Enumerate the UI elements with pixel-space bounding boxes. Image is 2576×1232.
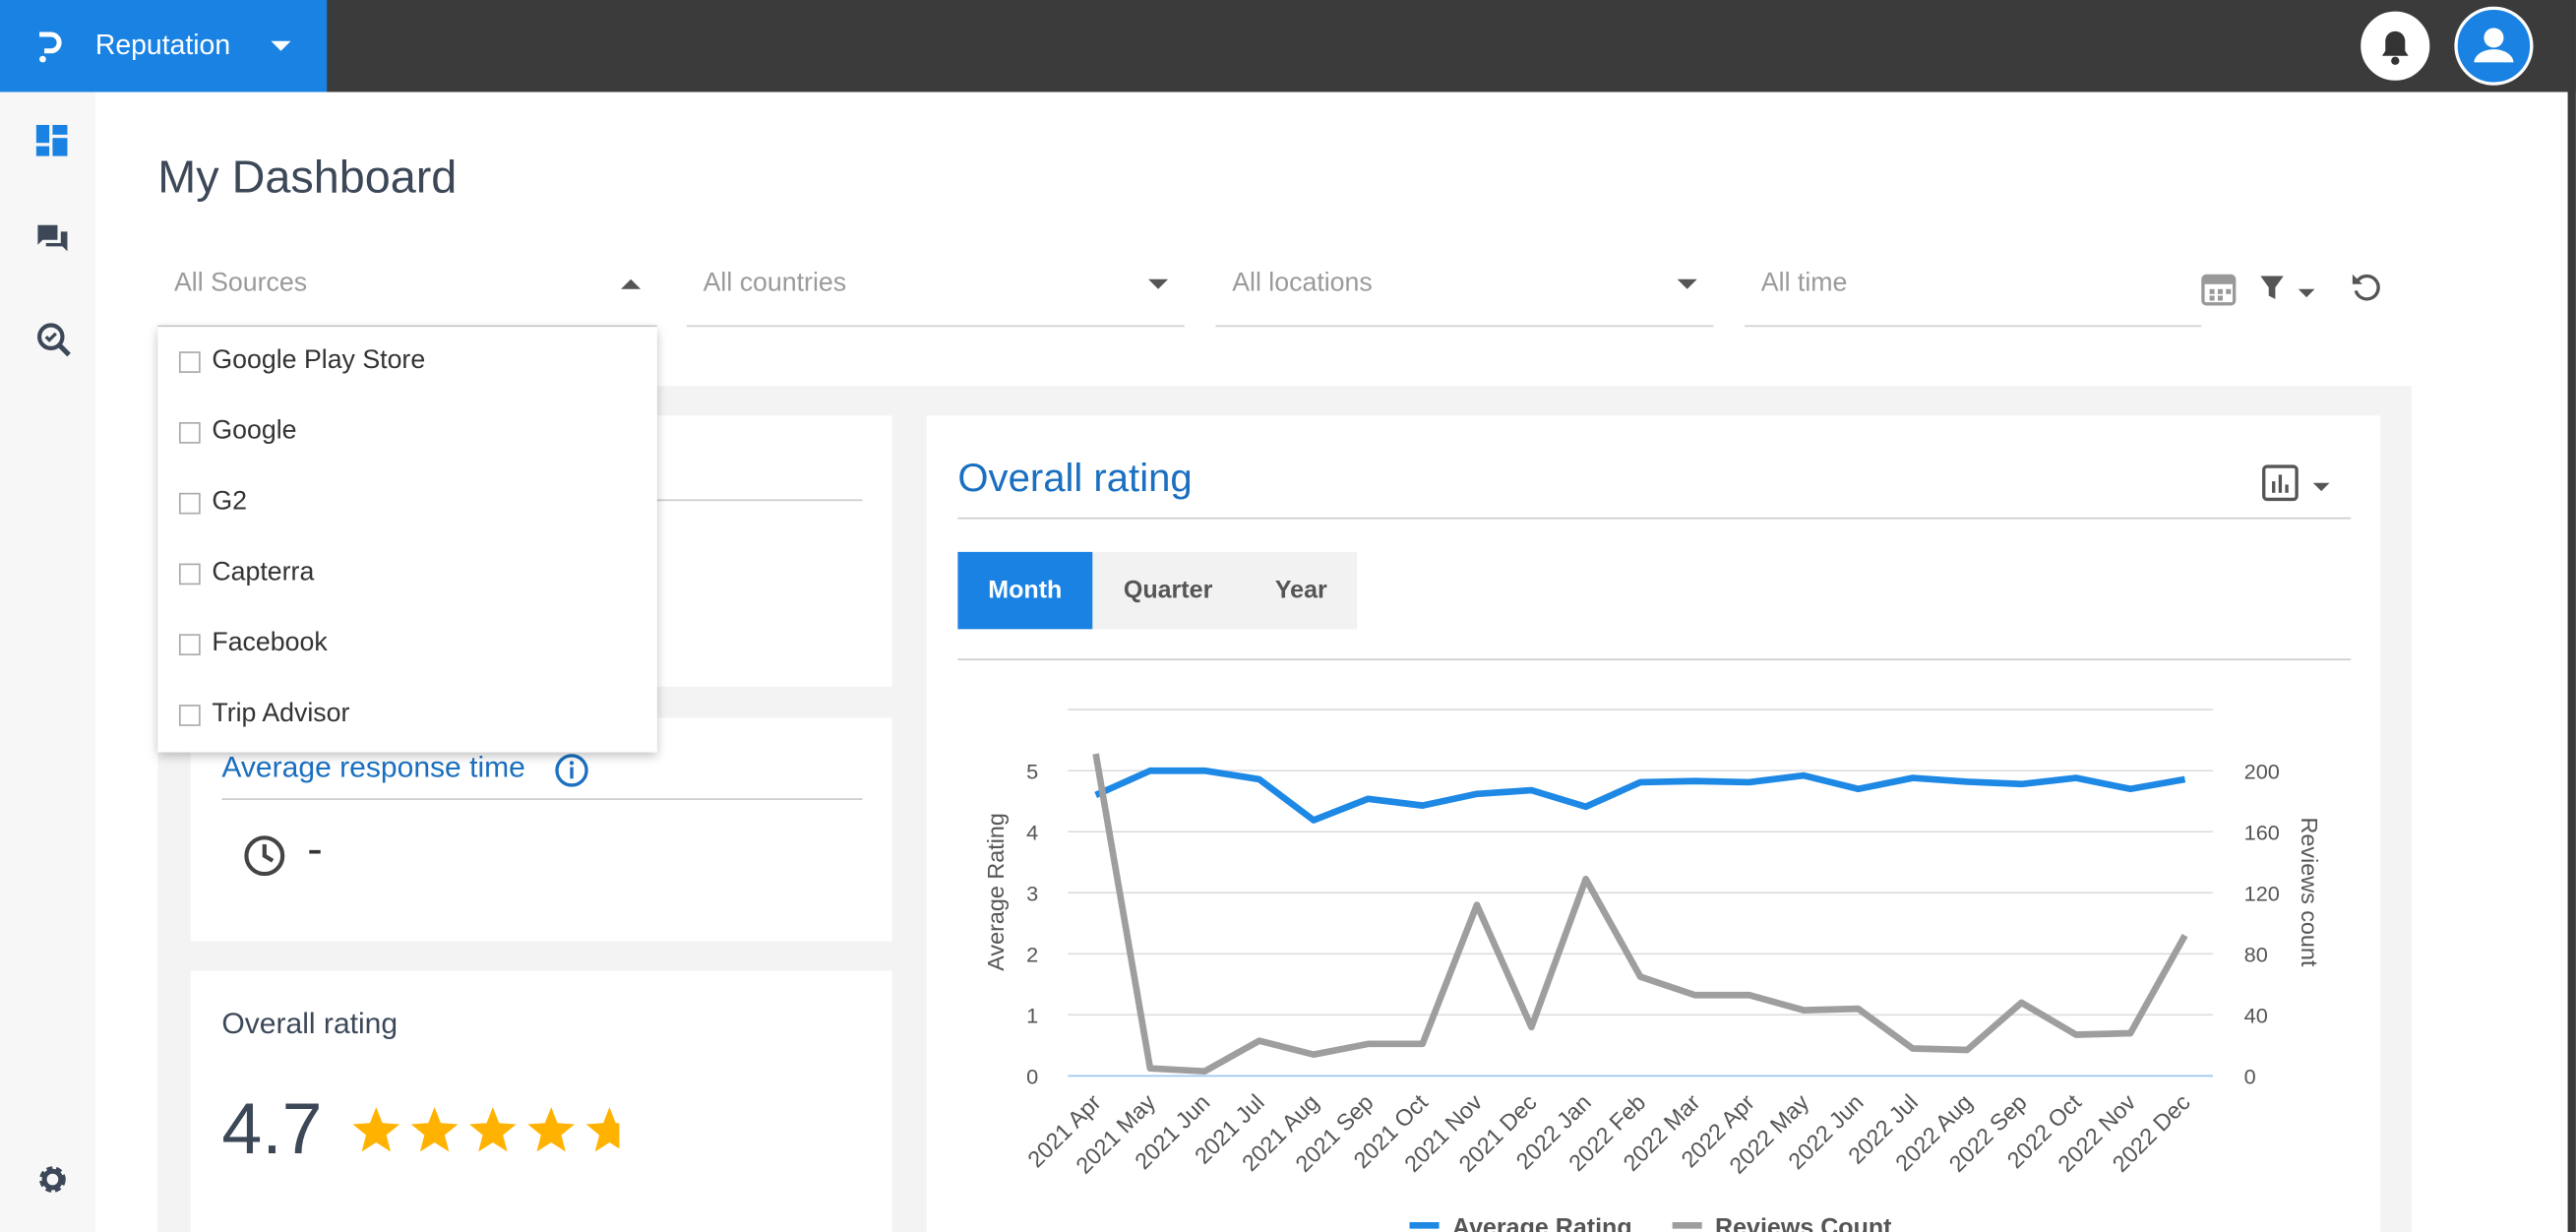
checkbox[interactable] [178, 492, 201, 515]
checkbox[interactable] [178, 705, 201, 726]
option-label: Facebook [212, 629, 328, 657]
tab[interactable]: Year [1274, 576, 1327, 605]
logo [39, 31, 62, 63]
option-label: Google [212, 417, 297, 446]
reset-icon[interactable] [2350, 270, 2386, 306]
dropdown-option[interactable]: Facebook [157, 609, 657, 680]
countries-filter[interactable]: All countries [686, 263, 1185, 328]
option-label: Capterra [212, 558, 315, 586]
window-edge [2567, 0, 2576, 1232]
star [469, 1107, 517, 1152]
filter-label: All Sources [173, 269, 308, 298]
caret [621, 278, 642, 289]
checkbox[interactable] [178, 351, 201, 373]
calendar-icon[interactable] [2200, 270, 2239, 309]
time-filter[interactable]: All time [1745, 263, 2202, 328]
dropdown-option[interactable]: Trip Advisor [157, 680, 657, 751]
divider [221, 798, 863, 800]
checkbox[interactable] [178, 634, 201, 656]
filter-label: All time [1760, 269, 1848, 298]
dashboard-icon[interactable] [35, 124, 69, 157]
star [527, 1107, 576, 1152]
checkbox[interactable] [178, 422, 201, 444]
dropdown-option[interactable]: G2 [157, 468, 657, 539]
sidebar [0, 92, 95, 1232]
star [352, 1107, 400, 1152]
filter-menu[interactable] [2257, 273, 2323, 305]
filter-label: All countries [703, 269, 847, 298]
search-icon[interactable] [36, 322, 73, 358]
filter-label: All locations [1232, 269, 1373, 298]
tab[interactable]: Quarter [1123, 576, 1213, 605]
overall-rating-card: Overall rating 4.7 [190, 970, 892, 1232]
tab-active[interactable]: Month [957, 551, 1093, 630]
reviews-icon[interactable] [36, 223, 69, 256]
option-label: Google Play Store [212, 346, 426, 375]
rating-stars [352, 1107, 620, 1152]
card-title: Average response time [221, 750, 525, 784]
sources-filter[interactable]: All Sources [157, 263, 657, 328]
settings-icon[interactable] [36, 1163, 69, 1196]
sources-dropdown: Google Play Store Google G2 Capterra Faceboo… [157, 327, 657, 753]
app-name: Reputation [94, 30, 231, 61]
star [410, 1107, 459, 1152]
dropdown-option[interactable]: Google Play Store [157, 327, 657, 398]
dropdown-option[interactable]: Capterra [157, 539, 657, 610]
brand-menu[interactable]: Reputation [0, 0, 328, 92]
locations-filter[interactable]: All locations [1215, 263, 1714, 328]
divider [957, 517, 2352, 520]
checkbox[interactable] [178, 563, 201, 585]
response-time-value: - [307, 823, 323, 875]
response-time-card: Average response time - [190, 717, 892, 942]
info-icon[interactable] [554, 753, 590, 789]
top-bar [0, 0, 2576, 92]
chart-card: Overall rating [926, 415, 2381, 1232]
divider [957, 658, 2352, 661]
caret [1148, 278, 1169, 289]
option-label: G2 [212, 487, 248, 517]
chart-type-menu[interactable] [2260, 463, 2342, 506]
caret [1677, 278, 1697, 289]
dropdown-option[interactable]: Google [157, 398, 657, 468]
option-label: Trip Advisor [212, 700, 350, 728]
notifications[interactable] [2355, 7, 2436, 89]
star [585, 1107, 620, 1152]
page-title: My Dashboard [157, 151, 458, 203]
rating-value: 4.7 [221, 1088, 323, 1170]
clock-icon [244, 835, 285, 877]
user-avatar[interactable] [2453, 6, 2535, 89]
card-title: Overall rating [221, 1007, 399, 1040]
chart-card-title: Overall rating [957, 457, 1193, 502]
caret [271, 40, 291, 51]
